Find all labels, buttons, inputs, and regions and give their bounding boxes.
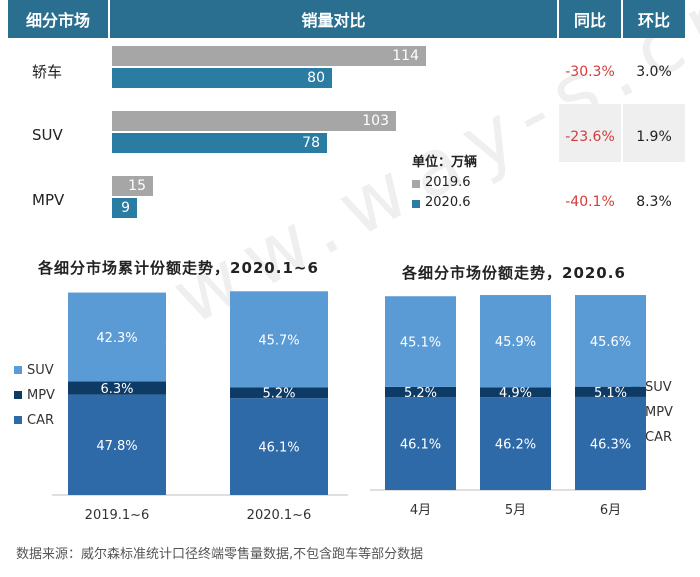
suv-mom-cell	[623, 104, 685, 162]
suv-yoy-cell	[559, 104, 621, 162]
data-label-car: 47.8%	[96, 439, 137, 454]
x-tick-label: 6月	[600, 503, 621, 518]
data-label-suv: 45.7%	[258, 333, 299, 348]
legend-label-car: CAR	[27, 413, 54, 428]
data-label-mpv: 5.2%	[404, 386, 437, 401]
chart-right-title: 各细分市场份额走势，2020.6	[402, 264, 626, 282]
bar-car	[575, 396, 646, 490]
legend-swatch-suv	[14, 366, 22, 374]
bar-2019: 15	[112, 176, 153, 196]
bar-suv	[230, 291, 328, 388]
legend-label-mpv: MPV	[645, 405, 673, 420]
row-label: 轿车	[32, 63, 63, 81]
bar-car	[68, 394, 166, 495]
header-volume: 销量对比	[110, 0, 557, 38]
bar-suv	[68, 292, 166, 382]
header-segment: 细分市场	[8, 0, 108, 38]
bar-suv	[385, 296, 456, 387]
x-tick-label: 2019.1~6	[85, 508, 150, 523]
bar-2020: 9	[112, 198, 137, 218]
mom-value: 8.3%	[636, 194, 672, 210]
data-label-mpv: 5.1%	[594, 386, 627, 401]
data-label-car: 46.1%	[400, 438, 441, 453]
header-mom: 环比	[623, 0, 685, 38]
bar-mpv	[68, 381, 166, 395]
x-tick-label: 4月	[410, 503, 431, 518]
data-label-mpv: 4.9%	[499, 386, 532, 401]
mom-value: 1.9%	[636, 129, 672, 145]
chart-left: SUV MPV CAR 47.8% 6.3% 42.3% 2019.1~6 46.1% 5.2%…	[14, 291, 348, 523]
data-label-mpv: 5.2%	[262, 387, 295, 402]
unit-label: 单位：万辆	[412, 155, 478, 170]
mom-value: 3.0%	[636, 64, 672, 80]
bar-2020: 78	[112, 133, 327, 153]
data-label-suv: 45.6%	[590, 335, 631, 350]
bar-car	[480, 397, 551, 490]
bar-mpv	[575, 386, 646, 397]
data-label-suv: 42.3%	[96, 331, 137, 346]
x-tick-label: 5月	[505, 503, 526, 518]
legend-2020-label: 2020.6	[425, 195, 471, 210]
legend-2020-swatch	[412, 200, 420, 208]
footer-source: 数据来源：威尔森标准统计口径终端零售量数据,不包含跑车等部分数据	[16, 547, 424, 562]
data-label-suv: 45.1%	[400, 336, 441, 351]
legend-label-suv: SUV	[27, 363, 54, 378]
data-label-car: 46.3%	[590, 437, 631, 452]
x-tick-label: 2020.1~6	[247, 508, 312, 523]
header-yoy: 同比	[559, 0, 621, 38]
row-label: MPV	[32, 191, 65, 209]
legend-2019-label: 2019.6	[425, 175, 471, 190]
bar-suv	[480, 295, 551, 388]
bar-car	[385, 397, 456, 490]
yoy-value: -23.6%	[565, 129, 615, 145]
data-label-car: 46.2%	[495, 438, 536, 453]
bar-car	[230, 398, 328, 495]
legend-2019-swatch	[412, 180, 420, 188]
bar-mpv	[480, 387, 551, 398]
bar-2019: 114	[112, 46, 426, 66]
bar-suv	[575, 295, 646, 387]
legend-label-mpv: MPV	[27, 388, 55, 403]
row-label: SUV	[32, 126, 63, 144]
bar-2020: 80	[112, 68, 332, 88]
legend-swatch-car	[14, 416, 22, 424]
legend-label-suv: SUV	[645, 380, 672, 395]
yoy-value: -30.3%	[565, 64, 615, 80]
yoy-value: -40.1%	[565, 194, 615, 210]
data-label-mpv: 6.3%	[100, 382, 133, 397]
chart-right: SUV MPV CAR 46.1% 5.2% 45.1% 4月 46.2% 4.9% 45.9% 5…	[370, 295, 673, 518]
bar-mpv	[385, 386, 456, 398]
bar-mpv	[230, 387, 328, 399]
legend-swatch-mpv	[14, 391, 22, 399]
data-label-car: 46.1%	[258, 441, 299, 456]
legend-label-car: CAR	[645, 430, 672, 445]
bar-2019: 103	[112, 111, 396, 131]
chart-left-title: 各细分市场累计份额走势，2020.1~6	[38, 259, 319, 277]
data-label-suv: 45.9%	[495, 335, 536, 350]
